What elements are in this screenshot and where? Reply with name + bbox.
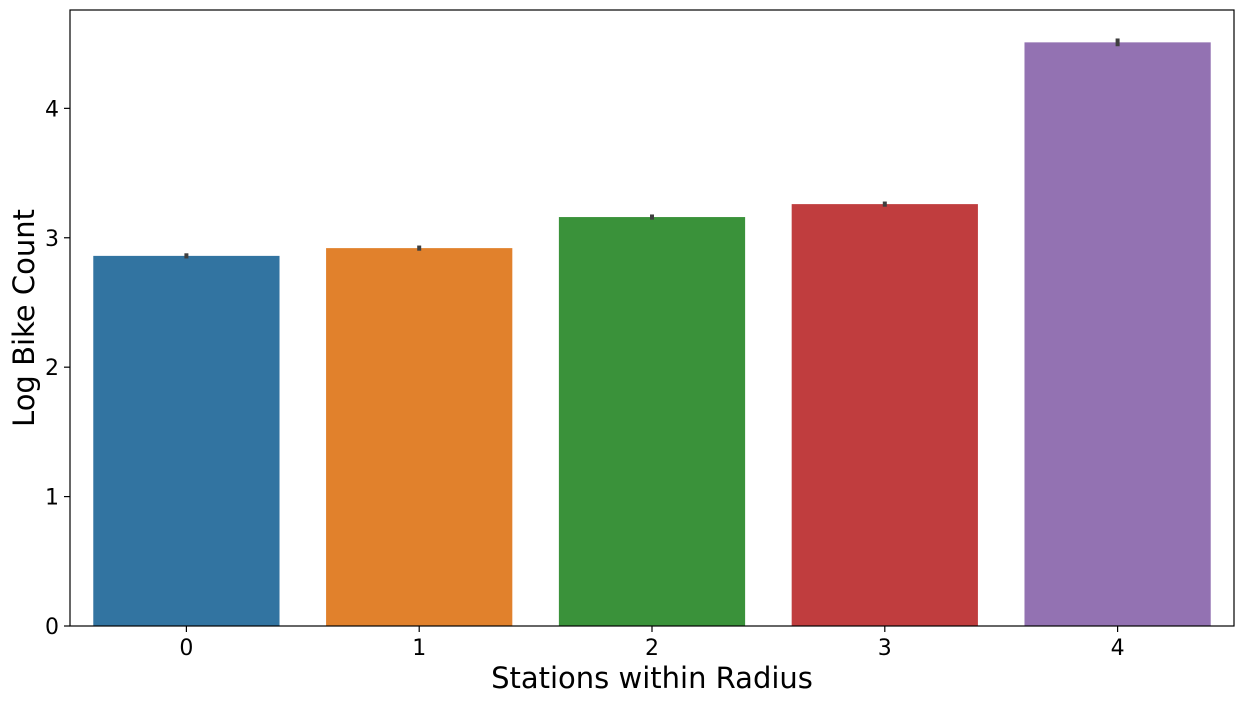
y-tick-label: 2 [45,356,59,381]
bar-2 [558,217,746,626]
y-tick-label: 3 [45,227,59,252]
x-tick-label: 0 [179,636,193,661]
error-bars [184,38,1120,259]
bar-3 [791,204,978,626]
x-tick-label: 1 [412,636,426,661]
x-axis-label: Stations within Radius [491,661,813,695]
y-tick-label: 1 [45,486,59,511]
axis-ticks: 0 1 2 3 4 0 1 2 3 4 [45,97,1125,661]
bar-4 [1024,42,1211,626]
bar-0 [93,255,280,626]
y-tick-label: 4 [45,97,59,122]
bars [93,42,1211,626]
x-tick-label: 3 [878,636,892,661]
x-tick-label: 2 [645,636,659,661]
y-axis-label: Log Bike Count [7,209,41,427]
y-tick-label: 0 [45,615,59,640]
bar-1 [326,248,513,626]
plot-frame [69,9,1235,627]
x-tick-label: 4 [1111,636,1125,661]
